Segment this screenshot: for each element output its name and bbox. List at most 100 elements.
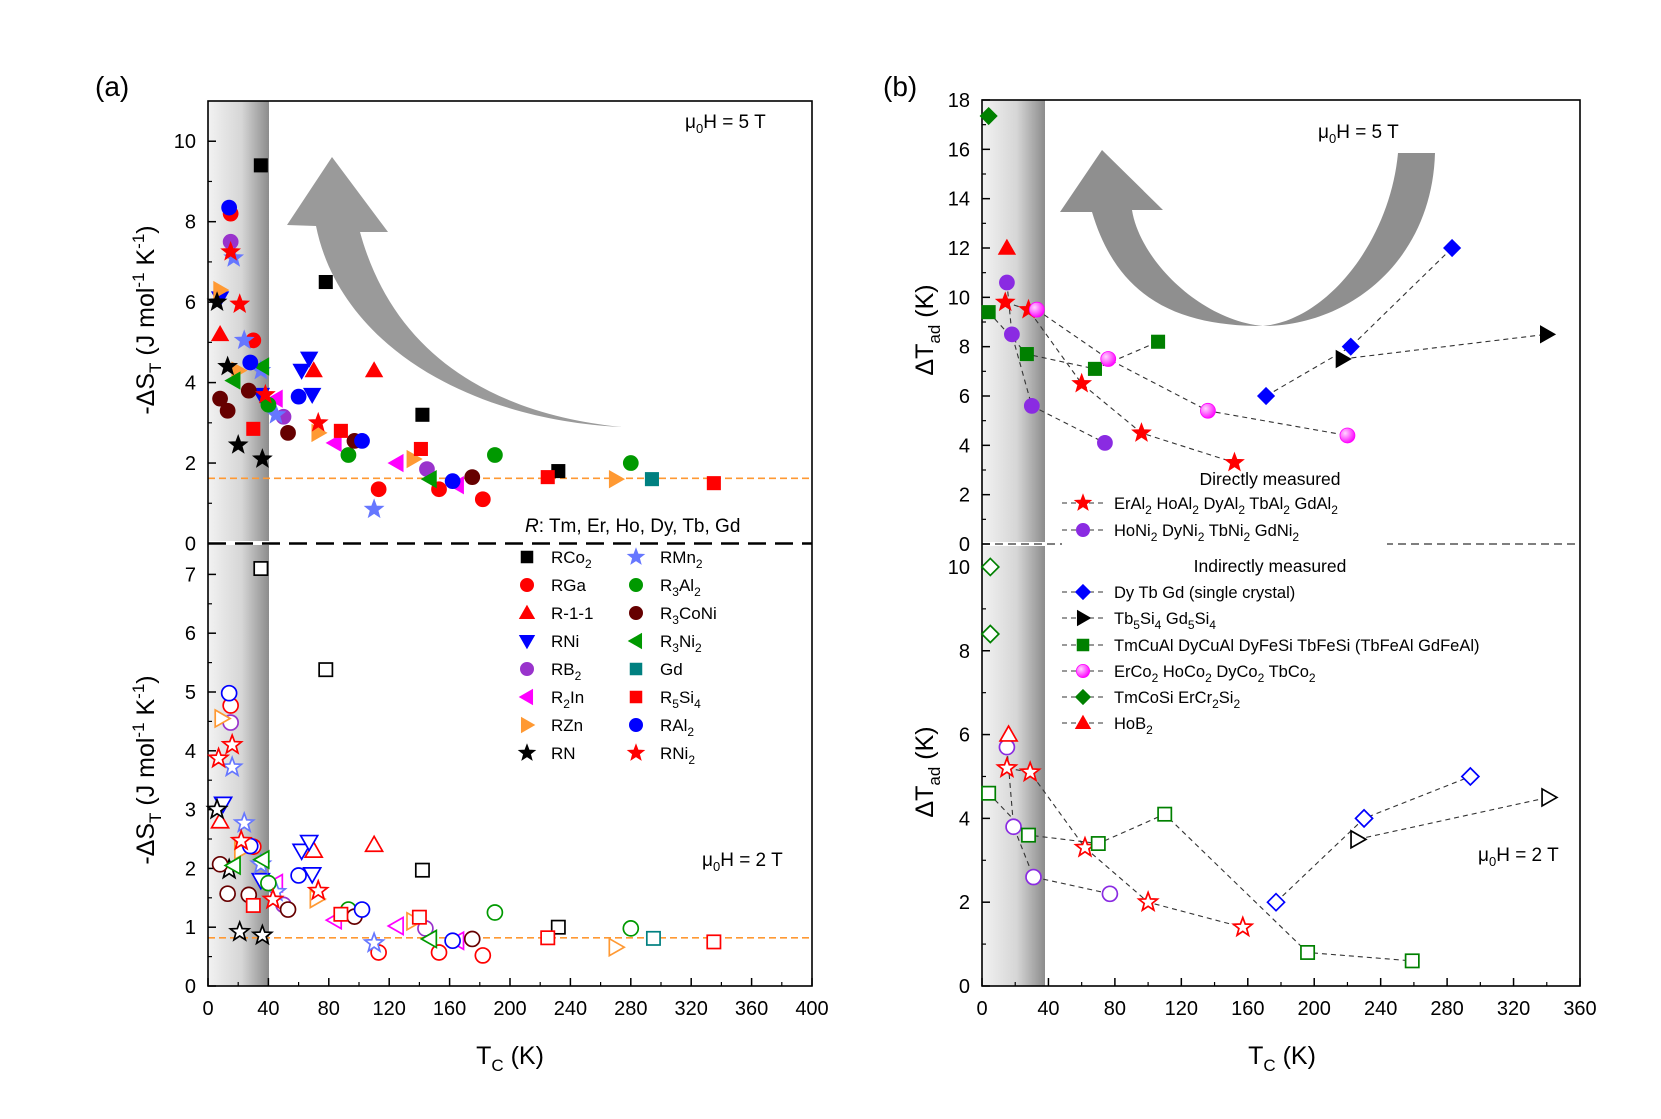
point-r-1-1 <box>210 325 230 342</box>
panel-b-top-ytick-label: 6 <box>959 386 970 408</box>
point-r3coni <box>463 930 481 948</box>
panel-a-top-ytick-label: 6 <box>185 292 196 314</box>
panel-a-bottom-ytick-label: 6 <box>185 623 196 645</box>
point-ral2 <box>242 354 259 371</box>
point-ral2 <box>1131 422 1152 442</box>
panel-b-xtick-label: 120 <box>1165 998 1198 1020</box>
point-ral2 <box>444 932 461 950</box>
point-hob2 <box>998 724 1019 742</box>
legend-marker-rn <box>517 743 537 761</box>
legend-marker-r3coni <box>629 606 644 621</box>
point-rzn <box>608 937 626 958</box>
point-r5si4 <box>706 476 721 491</box>
legend-label-rb2: RB2 <box>551 660 582 683</box>
panel-a-bottom-ytick-label: 5 <box>185 682 196 704</box>
point-r3coni <box>280 424 296 441</box>
point-r2in <box>387 453 404 473</box>
point-ral2 <box>995 755 1019 778</box>
point-rco2 <box>253 561 269 577</box>
panel-a-xtick-label: 360 <box>735 998 768 1020</box>
point-ral2 <box>1224 451 1245 472</box>
panel-b-xtick-label: 0 <box>976 998 987 1020</box>
point-rni2 <box>254 383 276 404</box>
panel-b-top-ytick-label: 10 <box>948 287 970 309</box>
point-r5si4 <box>246 421 261 436</box>
legend-label-r5si4: Tb5Si4 Gd5Si4 <box>1114 610 1216 632</box>
point-r3ni2 <box>223 855 241 876</box>
legend-label-r5si4: R5Si4 <box>660 688 701 711</box>
point-rni2 <box>229 828 253 851</box>
point-r3coni <box>219 885 236 903</box>
point-r3al2 <box>487 447 503 463</box>
point-gd <box>644 472 659 487</box>
point-rni2 <box>999 274 1015 291</box>
point-rga <box>474 491 491 508</box>
legend-label-r-1-1: R-1-1 <box>551 604 594 623</box>
panel-a-xtick-label: 320 <box>675 998 708 1020</box>
panel-b-label: (b) <box>883 71 917 102</box>
point-r-1-1 <box>210 811 231 829</box>
point-r5si4 <box>1540 325 1557 344</box>
point-r2in <box>386 916 404 936</box>
legend-marker-ral2 <box>1073 493 1093 511</box>
point-r3coni <box>211 855 229 873</box>
panel-a-bottom-ylabel: -ΔST (J mol-1 K-1) <box>129 675 165 864</box>
point-rni <box>291 843 312 861</box>
point-rmn2 <box>363 498 385 519</box>
point-rcual <box>1021 827 1036 843</box>
panel-a-bottom-field-label: μ0H = 2 T <box>702 850 783 874</box>
panel-b-xtick-label: 40 <box>1037 998 1059 1020</box>
panel-b-top-ytick-label: 8 <box>959 337 970 359</box>
point-rco2 <box>1200 402 1216 419</box>
point-r5si4 <box>706 934 722 950</box>
point-rzn <box>608 469 626 489</box>
panel-a-label: (a) <box>95 71 129 102</box>
legend-label-rcual: TmCuAl DyCuAl DyFeSi TbFeSi (TbFeAl GdFe… <box>1114 637 1480 655</box>
point-rcual <box>981 305 996 320</box>
point-rco2 <box>318 662 334 678</box>
legend-label-hob2: HoB2 <box>1114 715 1153 737</box>
point-rco2 <box>414 862 430 878</box>
point-rni2 <box>1023 397 1040 414</box>
point-ral2 <box>354 433 370 449</box>
panel-b-top-ytick-label: 12 <box>948 238 970 260</box>
series-line-ral2 <box>1005 301 1235 464</box>
point-dytbgd <box>1354 808 1374 829</box>
point-rcual <box>1090 836 1106 852</box>
point-rmn2 <box>220 755 244 778</box>
point-rmn2 <box>232 810 256 833</box>
panel-b-bottom-ytick-label: 6 <box>959 725 970 747</box>
point-ral2 <box>220 684 238 702</box>
point-rni2 <box>307 411 329 432</box>
point-tmcosi <box>980 557 1001 577</box>
legend-marker-rga <box>520 578 535 593</box>
panel-a-xtick-label: 200 <box>493 998 526 1020</box>
point-rcual <box>1151 334 1166 349</box>
series-line-rcual <box>988 792 1413 962</box>
point-rni2 <box>998 738 1016 756</box>
series-line-dytbgd <box>1265 247 1453 397</box>
panel-b-bottom-ytick-label: 2 <box>959 892 970 914</box>
point-rco2 <box>1028 301 1045 318</box>
point-rzn <box>214 708 232 729</box>
panel-a-bottom-ytick-label: 3 <box>185 800 196 822</box>
panel-a-xtick-label: 160 <box>433 998 466 1020</box>
panel-b-xtick-label: 160 <box>1231 998 1264 1020</box>
point-r5si4 <box>540 470 555 485</box>
point-r3coni <box>212 390 228 407</box>
legend-marker-rmn2 <box>626 547 646 565</box>
point-ral2 <box>994 291 1016 312</box>
point-r3ni2 <box>253 357 270 376</box>
point-ral2 <box>290 867 307 884</box>
point-tmcosi <box>979 106 998 126</box>
point-r3al2 <box>622 455 639 471</box>
point-rni2 <box>1025 868 1042 886</box>
point-r5si4 <box>333 906 349 922</box>
panel-a-bottom-ytick-label: 0 <box>185 976 196 998</box>
point-r-1-1 <box>364 361 384 378</box>
point-rni2 <box>306 878 330 901</box>
point-rni2 <box>220 240 242 261</box>
series-line-rco2 <box>1036 309 1348 437</box>
point-rcual <box>1087 361 1102 376</box>
point-rni <box>292 363 311 380</box>
